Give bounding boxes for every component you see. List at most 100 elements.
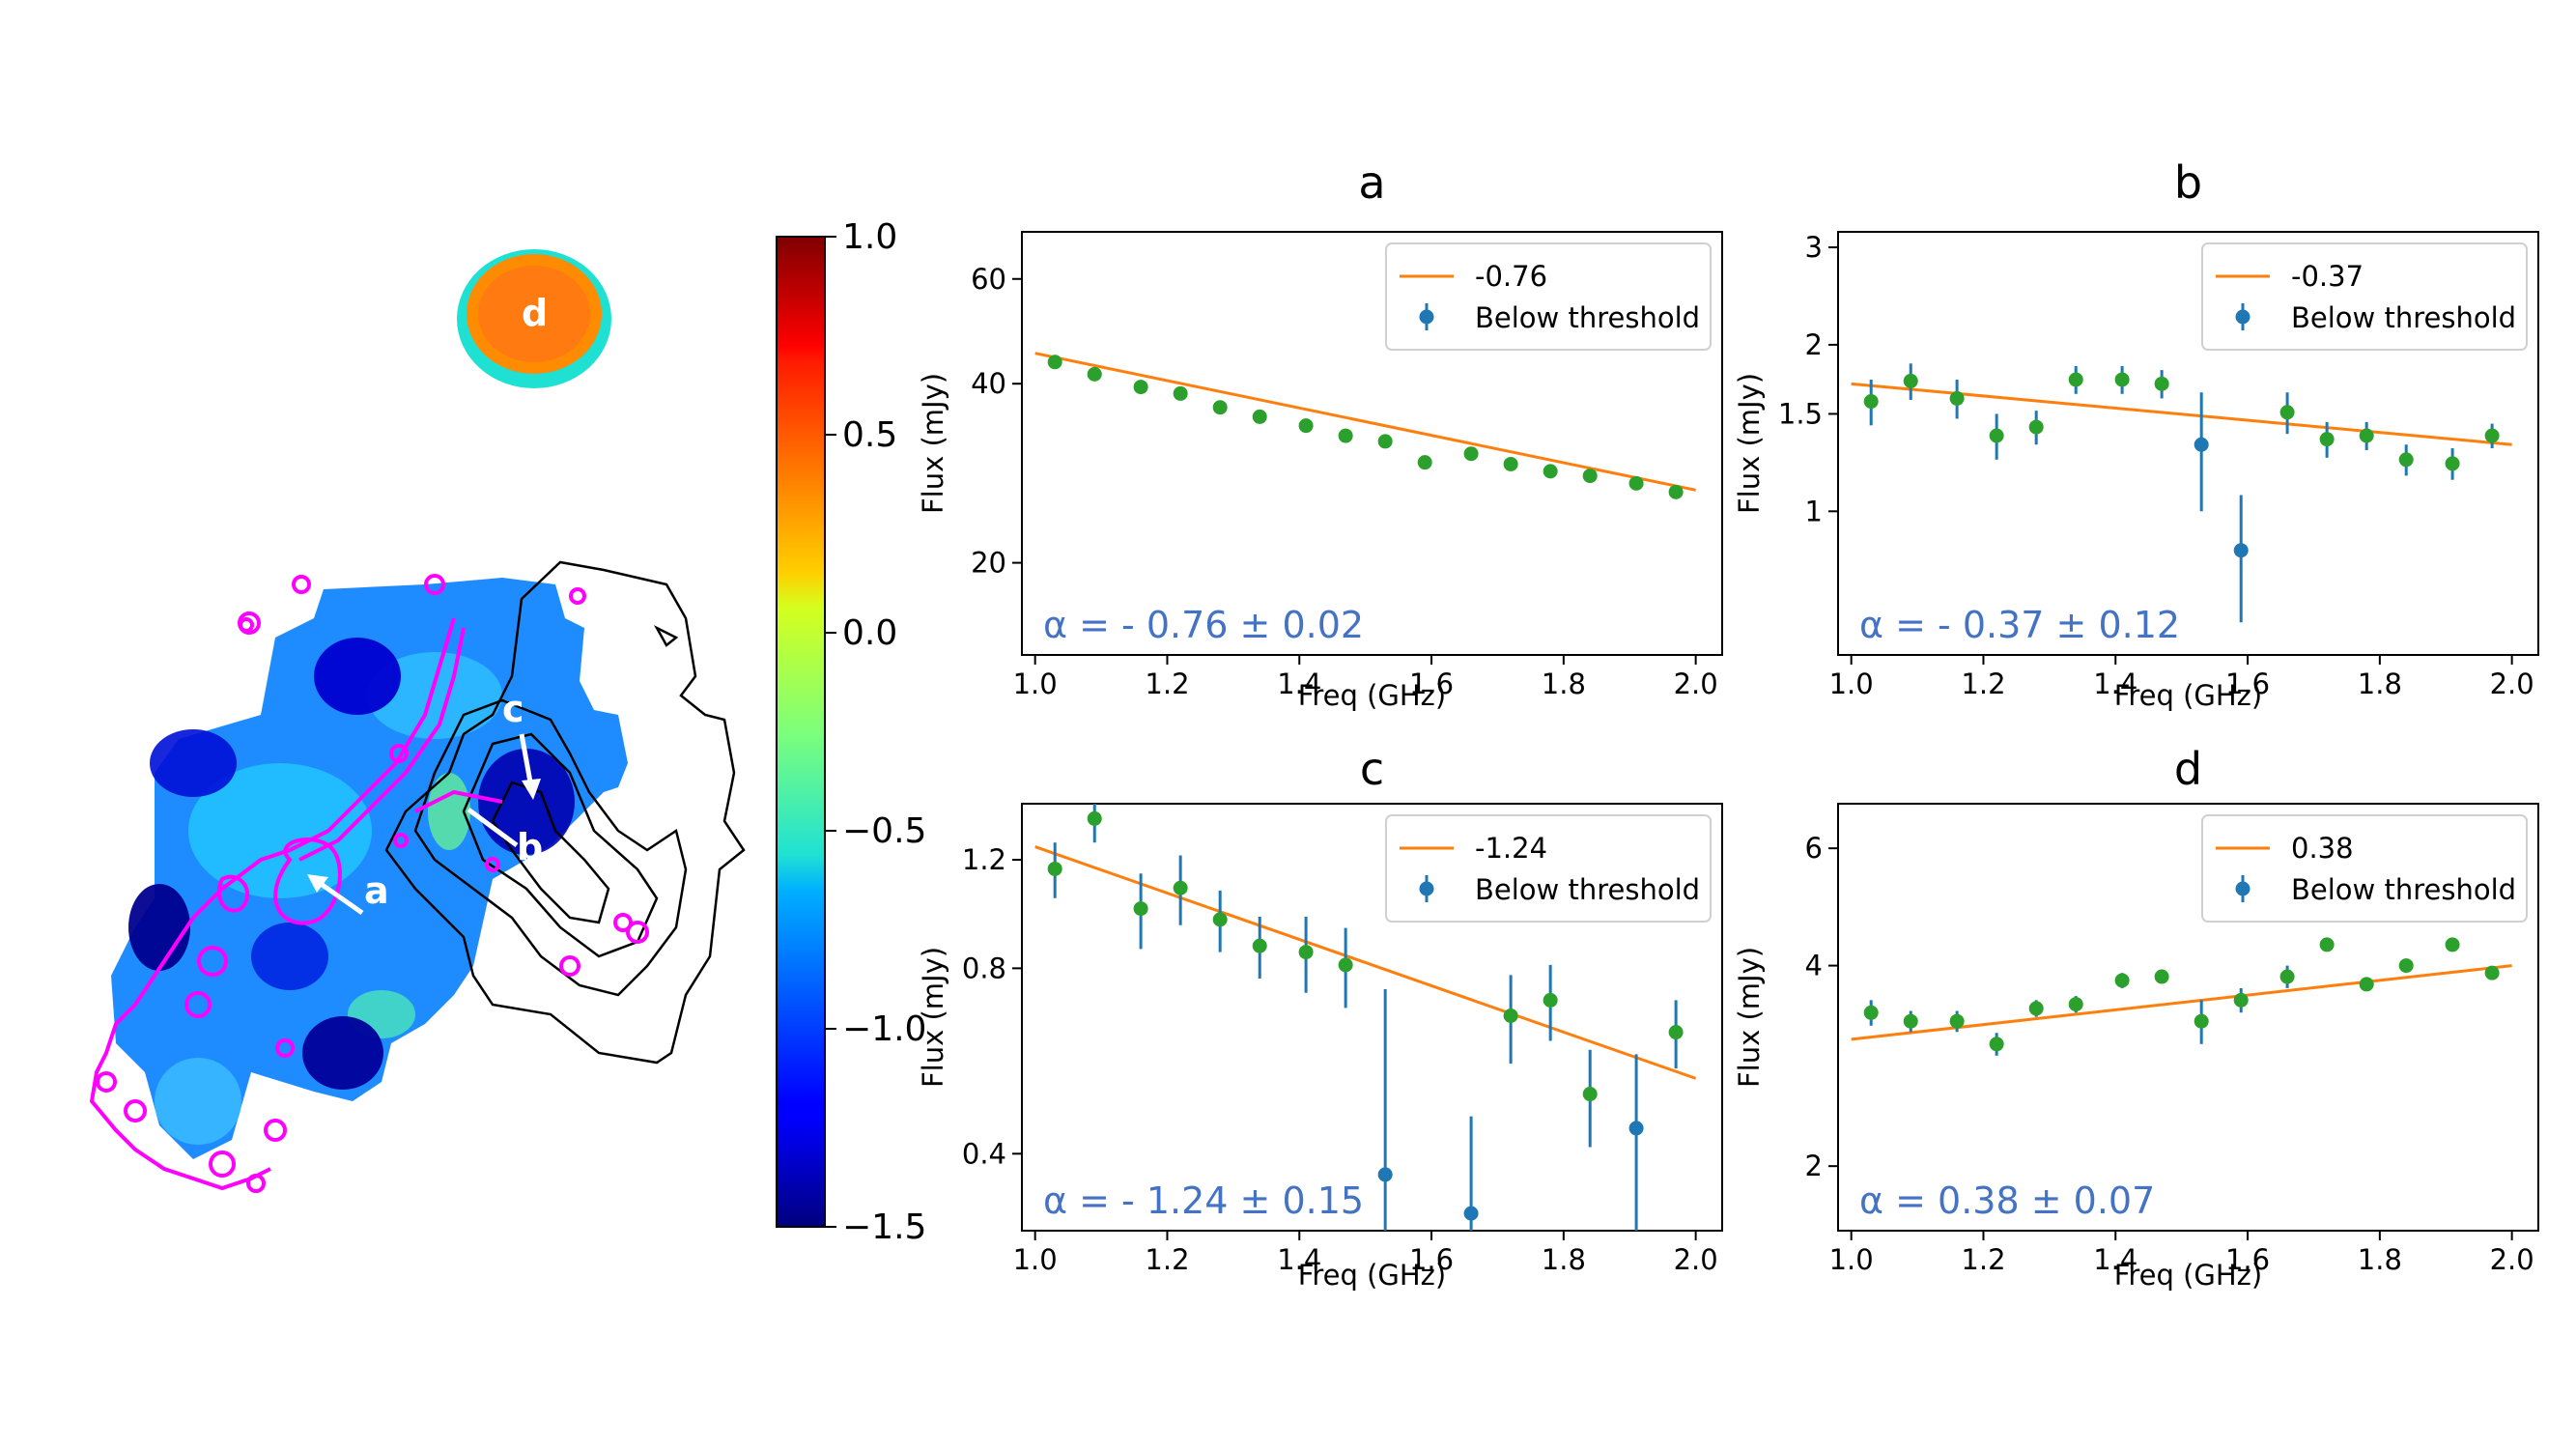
y-tick-label: 1.5 [1778, 397, 1823, 430]
x-tick-label: 1.0 [1829, 668, 1874, 700]
x-tick-label: 1.0 [1013, 1243, 1058, 1276]
data-point [2398, 958, 2414, 974]
panel-title: c [1360, 743, 1384, 795]
data-point [1949, 1013, 1965, 1029]
chart-panel-a: a 1.0 1.2 1.4 1.6 1.8 2.0 60 40 20 Freq (GHz) Flux … [917, 156, 1723, 712]
data-point [1087, 810, 1102, 826]
data-point [2359, 977, 2374, 992]
panel-title: a [1358, 156, 1385, 209]
data-point-below-threshold [1377, 1167, 1393, 1182]
spectral-index-map: a b c d [89, 249, 746, 1193]
panel-title: b [2174, 156, 2202, 209]
colorbar-tick-label: −1.0 [842, 1009, 926, 1049]
fit-line [1851, 964, 2512, 1041]
chart-panel-b: b 1.0 1.2 1.4 1.6 1.8 2.0 3 2 1.5 1 Freq (GHz) Flux … [1733, 156, 2539, 712]
legend-threshold-marker [1419, 309, 1434, 325]
data-point [1252, 938, 1267, 953]
legend-threshold-marker [2235, 881, 2250, 896]
data-point [1503, 1008, 1518, 1023]
data-point [1668, 484, 1684, 499]
data-point [1377, 434, 1393, 449]
data-point [1298, 945, 1314, 960]
x-tick-label: 1.0 [1829, 1243, 1874, 1276]
data-point [1173, 880, 1188, 895]
colorbar-gradient [776, 236, 826, 1228]
data-point [1582, 1087, 1598, 1102]
data-point-below-threshold [2233, 543, 2249, 558]
legend-fit-label: -1.24 [1475, 832, 1547, 865]
spectral-index-annotation: α = - 0.76 ± 0.02 [1043, 604, 1364, 646]
y-tick-label: 20 [971, 547, 1006, 580]
colorbar-tick-label: 0.0 [842, 613, 897, 653]
map-cyan-region [155, 1058, 241, 1145]
x-tick-label: 1.8 [2358, 1243, 2402, 1276]
map-dark-region [128, 884, 190, 971]
data-point [1543, 992, 1558, 1008]
data-point [2398, 452, 2414, 468]
colorbar-tick-label: −0.5 [842, 811, 926, 851]
y-tick-label: 1 [1805, 495, 1823, 527]
data-point [1133, 901, 1148, 917]
data-point [2279, 969, 2295, 984]
legend: -1.24 Below threshold [1385, 814, 1712, 923]
data-point [1047, 861, 1062, 876]
data-point [2154, 969, 2169, 984]
data-point [1173, 385, 1188, 401]
x-tick-label: 1.4 [1277, 1243, 1321, 1276]
data-point [1338, 957, 1353, 973]
data-point [1212, 400, 1228, 415]
legend-threshold-label: Below threshold [1475, 301, 1700, 334]
data-point [1543, 464, 1558, 479]
chart-panel-d: d 1.0 1.2 1.4 1.6 1.8 2.0 6 4 2 Freq (GHz) Flux (mJ… [1733, 743, 2539, 1292]
data-point-below-threshold [1463, 1206, 1479, 1221]
x-tick-label: 1.8 [1542, 668, 1586, 700]
data-point-below-threshold [1628, 1121, 1644, 1136]
plot-frame [1837, 231, 2539, 656]
data-point [2028, 419, 2044, 435]
data-point [2028, 1001, 2044, 1016]
x-tick-label: 1.4 [2093, 1243, 2137, 1276]
map-label-c: c [502, 688, 524, 730]
legend-threshold-label: Below threshold [2291, 873, 2516, 906]
data-point [2319, 432, 2335, 447]
legend-threshold-label: Below threshold [1475, 873, 1700, 906]
legend-threshold-marker [1419, 881, 1434, 896]
x-tick-label: 1.2 [1961, 1243, 2005, 1276]
data-point [2194, 1013, 2209, 1029]
x-tick-label: 2.0 [1674, 668, 1718, 700]
map-main-body [111, 578, 628, 1159]
spectral-index-annotation: α = 0.38 ± 0.07 [1859, 1179, 2155, 1222]
legend-fit-label: -0.76 [1475, 260, 1547, 293]
data-point [2484, 428, 2500, 443]
map-dark-region [478, 749, 575, 855]
x-tick-label: 1.2 [1961, 668, 2005, 700]
plot-frame [1021, 803, 1723, 1232]
data-point [1668, 1025, 1684, 1040]
y-tick-label: 1.2 [962, 843, 1006, 876]
colorbar: 1.0 0.5 0.0 −0.5 −1.0 −1.5 [776, 217, 926, 1247]
data-point [1417, 455, 1432, 470]
x-axis-label: Freq (GHz) [1298, 1259, 1446, 1292]
x-tick-label: 1.8 [1542, 1243, 1586, 1276]
data-point [1463, 446, 1479, 462]
data-point [2114, 973, 2130, 988]
data-point [1863, 1005, 1879, 1020]
y-tick-label: 4 [1805, 950, 1823, 982]
data-point [2068, 372, 2083, 387]
map-cyan-region [188, 763, 372, 898]
x-axis-label: Freq (GHz) [1298, 679, 1446, 712]
y-axis-label: Flux (mJy) [917, 373, 949, 514]
data-point [1863, 394, 1879, 410]
data-point [2114, 372, 2130, 387]
data-point [1298, 418, 1314, 434]
data-point [2154, 376, 2169, 391]
map-dark-region [302, 1016, 383, 1090]
x-tick-label: 1.6 [2225, 1243, 2270, 1276]
x-tick-label: 1.6 [2225, 668, 2270, 700]
data-point [1989, 1037, 2004, 1052]
spectral-index-annotation: α = - 0.37 ± 0.12 [1859, 604, 2180, 646]
y-tick-label: 3 [1805, 231, 1823, 264]
data-point [1252, 409, 1267, 424]
map-label-b: b [517, 826, 543, 868]
fit-line [1034, 845, 1697, 1080]
